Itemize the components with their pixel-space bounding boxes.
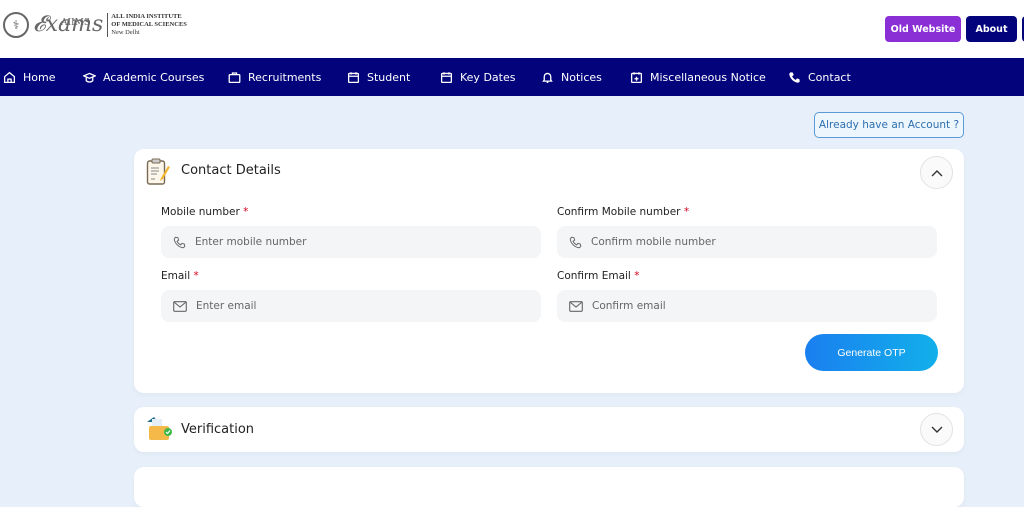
chevron-up-icon: [931, 169, 942, 176]
chevron-down-icon: [931, 426, 942, 433]
calendar-icon: [347, 71, 360, 83]
required-mark: *: [193, 270, 199, 282]
mail-icon: [569, 300, 583, 312]
nav-home[interactable]: Home: [3, 58, 55, 96]
header: ⚕ 𝓔xams AIIMS ALL INDIA INSTITUTE OF MEDI…: [0, 0, 1024, 58]
email-input[interactable]: [196, 300, 496, 312]
confirm-email-field[interactable]: [557, 290, 937, 322]
confirm-email-label: Confirm Email *: [557, 270, 639, 282]
label-text: Mobile number: [161, 206, 240, 218]
required-mark: *: [634, 270, 640, 282]
required-mark: *: [243, 206, 249, 218]
about-button[interactable]: About: [966, 16, 1017, 42]
old-website-button[interactable]: Old Website: [885, 16, 961, 42]
nav-student[interactable]: Student: [347, 58, 410, 96]
contact-details-card: Contact Details Mobile number * Confirm …: [134, 149, 964, 393]
nav-label: Contact: [808, 70, 851, 84]
nav-label: Academic Courses: [103, 70, 205, 84]
nav-contact[interactable]: Contact: [788, 58, 851, 96]
aiims-logo[interactable]: ⚕ 𝓔xams AIIMS ALL INDIA INSTITUTE OF MEDI…: [3, 12, 187, 38]
nav-academic-courses[interactable]: Academic Courses: [83, 58, 204, 96]
collapse-button[interactable]: [920, 156, 953, 189]
phone-icon: [789, 71, 800, 83]
label-text: Email: [161, 270, 191, 282]
label-text: Confirm Email: [557, 270, 631, 282]
nav-label: Miscellaneous Notice: [650, 70, 766, 84]
clipboard-icon: [146, 158, 170, 185]
nav-key-dates[interactable]: Key Dates: [440, 58, 515, 96]
institute-line: New Delhi: [111, 29, 140, 36]
institute-name: ALL INDIA INSTITUTE OF MEDICAL SCIENCES …: [107, 13, 187, 37]
nav-label: Student: [367, 70, 411, 84]
mail-icon: [173, 300, 187, 312]
phone-icon: [569, 236, 582, 248]
label-text: Confirm Mobile number: [557, 206, 681, 218]
folder-check-icon: [147, 417, 172, 440]
institute-line: OF MEDICAL SCIENCES: [111, 21, 187, 28]
nav-recruitments[interactable]: Recruitments: [228, 58, 321, 96]
confirm-email-input[interactable]: [592, 300, 892, 312]
expand-button[interactable]: [920, 413, 953, 446]
calendar-icon: [440, 71, 453, 83]
verification-title: Verification: [181, 422, 255, 437]
confirm-mobile-field[interactable]: [557, 226, 937, 258]
confirm-mobile-input[interactable]: [591, 236, 891, 248]
institute-line: ALL INDIA INSTITUTE: [111, 13, 182, 20]
home-icon: [3, 71, 16, 83]
nav-miscellaneous-notice[interactable]: Miscellaneous Notice: [630, 58, 766, 96]
confirm-mobile-label: Confirm Mobile number *: [557, 206, 689, 218]
briefcase-icon: [228, 71, 241, 83]
next-section-card: [134, 467, 964, 507]
mobile-field[interactable]: [161, 226, 541, 258]
nav-label: Key Dates: [460, 70, 516, 84]
nav-notices[interactable]: Notices: [541, 58, 602, 96]
verification-card[interactable]: Verification: [134, 407, 964, 452]
email-label: Email *: [161, 270, 199, 282]
bell-icon: [542, 72, 553, 83]
main-nav: Home Academic Courses Recruitments Stude…: [0, 58, 1024, 96]
mobile-label: Mobile number *: [161, 206, 248, 218]
nav-label: Recruitments: [248, 70, 322, 84]
phone-icon: [173, 236, 186, 248]
already-have-account-button[interactable]: Already have an Account ?: [814, 112, 964, 138]
generate-otp-button[interactable]: Generate OTP: [805, 334, 938, 371]
graduation-cap-icon: [83, 72, 96, 83]
seal-icon: ⚕: [3, 12, 29, 38]
calendar-plus-icon: [630, 71, 643, 83]
logo-wordmark: 𝓔xams AIIMS: [33, 12, 104, 37]
required-mark: *: [683, 206, 690, 218]
contact-details-title: Contact Details: [181, 163, 281, 178]
email-field[interactable]: [161, 290, 541, 322]
more-button[interactable]: [1022, 16, 1024, 42]
nav-label: Home: [23, 70, 56, 84]
nav-label: Notices: [561, 70, 602, 84]
mobile-input[interactable]: [195, 236, 495, 248]
